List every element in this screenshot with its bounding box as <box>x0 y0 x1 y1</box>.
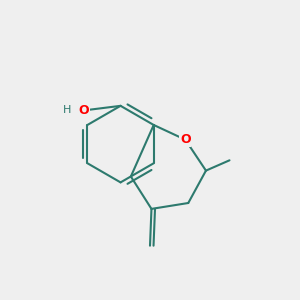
Text: O: O <box>78 104 89 117</box>
Text: H: H <box>63 105 72 115</box>
Text: O: O <box>180 133 190 146</box>
